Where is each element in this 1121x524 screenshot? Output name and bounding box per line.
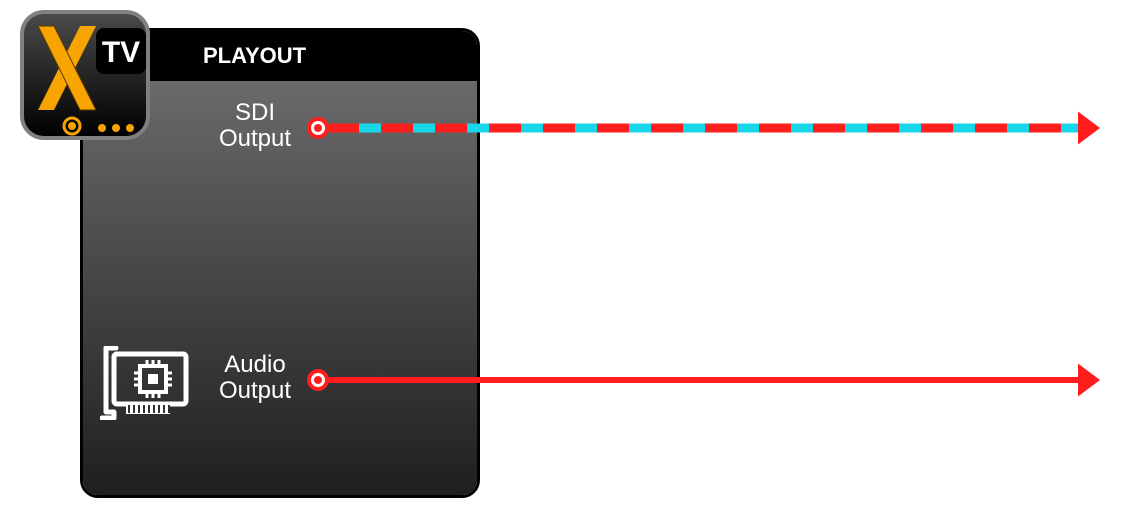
diagram-stage: { "canvas": { "width": 1121, "height": 5… — [0, 0, 1121, 524]
svg-text:TV: TV — [102, 36, 140, 69]
audio-connector — [0, 358, 1121, 402]
panel-title: PLAYOUT — [203, 43, 306, 69]
sdi-connector — [0, 106, 1121, 150]
